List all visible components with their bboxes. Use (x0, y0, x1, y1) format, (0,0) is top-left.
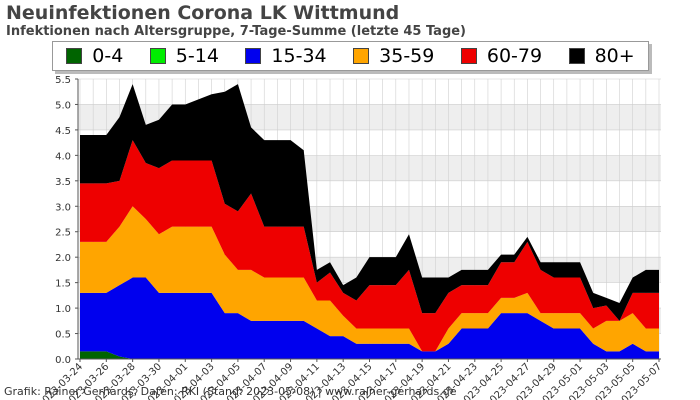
legend-item-35-59: 35-59 (353, 45, 434, 67)
legend-item-80+: 80+ (568, 45, 635, 67)
legend-item-5-14: 5-14 (149, 45, 219, 67)
legend-item-60-79: 60-79 (460, 45, 543, 67)
legend-swatch (353, 48, 370, 64)
y-tick-label: 5.5 (55, 75, 71, 86)
legend-swatch (149, 48, 166, 64)
legend-swatch (460, 48, 477, 64)
y-tick-label: 5.0 (55, 100, 71, 111)
legend-label: 80+ (594, 45, 635, 67)
legend: 0-4 5-14 15-34 35-59 60-79 80+ (52, 41, 649, 71)
y-tick-label: 2.0 (55, 253, 71, 264)
y-tick-label: 1.5 (55, 279, 71, 290)
y-tick-label: 0.5 (55, 330, 71, 341)
legend-label: 60-79 (486, 45, 543, 67)
chart-subtitle: Infektionen nach Altersgruppe, 7-Tage-Su… (6, 24, 467, 39)
legend-swatch (245, 48, 262, 64)
y-tick-label: 2.5 (55, 228, 71, 239)
legend-label: 5-14 (175, 45, 219, 67)
credit-footer: Grafik: Rainer Gerhards, Daten: RKI (Sta… (4, 385, 457, 398)
chart-title: Neuinfektionen Corona LK Wittmund (6, 2, 400, 24)
y-tick-label: 4.0 (55, 151, 71, 162)
legend-swatch (66, 48, 83, 64)
y-tick-label: 4.5 (55, 126, 71, 137)
y-tick-label: 3.5 (55, 177, 71, 188)
series-area-15-34 (80, 277, 659, 359)
legend-swatch (568, 48, 585, 64)
y-tick-label: 0.0 (55, 355, 71, 366)
series-area-35-59 (80, 206, 659, 352)
legend-label: 0-4 (92, 45, 124, 67)
legend-label: 15-34 (271, 45, 327, 67)
series-area-80+ (80, 84, 659, 321)
legend-label: 35-59 (379, 45, 435, 67)
y-tick-label: 1.0 (55, 304, 71, 315)
legend-item-15-34: 15-34 (245, 45, 327, 67)
series-area-60-79 (80, 140, 659, 352)
legend-item-0-4: 0-4 (66, 45, 123, 67)
y-tick-label: 3.0 (55, 202, 71, 213)
